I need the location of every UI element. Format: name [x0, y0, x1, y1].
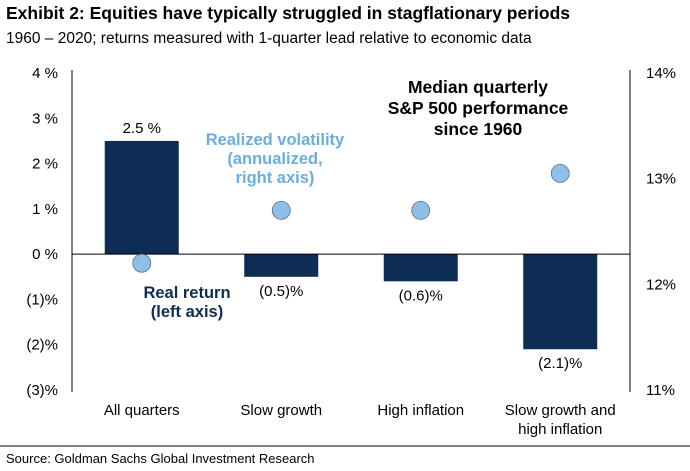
volatility-series-label: Realized volatility [206, 131, 345, 149]
bar-real-return [523, 254, 598, 350]
volatility-series-label: (annualized, [227, 150, 322, 168]
left-axis-tick-label: 0 % [32, 246, 58, 263]
bar-real-return [104, 140, 179, 255]
stagflation-chart: 4 % 3 % 2 % 1 % 0 % (1)% (2)% (3)% 14% 13% 12% 11% 2… [26, 65, 676, 438]
volatility-point [271, 200, 291, 220]
page-subtitle: 1960 – 2020; returns measured with 1-qua… [6, 30, 532, 47]
bar-data-label: (0.5)% [259, 283, 303, 300]
chart-title-line: S&P 500 performance [388, 98, 569, 118]
return-series-label: (left axis) [151, 303, 223, 321]
left-axis-tick-label: (3)% [26, 382, 58, 399]
left-axis-tick-label: 1 % [32, 201, 58, 218]
category-label: high inflation [518, 421, 602, 438]
footer-divider [0, 445, 690, 447]
category-label: Slow growth and [505, 402, 616, 419]
left-axis-tick-label: (2)% [26, 337, 58, 354]
return-series-label: Real return [143, 284, 230, 302]
bar-data-label: (0.6)% [399, 287, 443, 304]
bar-data-label: (2.1)% [538, 355, 582, 372]
left-axis-tick-label: 4 % [32, 65, 58, 82]
left-axis-tick-label: (1)% [26, 291, 58, 308]
category-label: All quarters [104, 402, 180, 419]
left-axis-tick-label: 2 % [32, 156, 58, 173]
volatility-point [550, 163, 570, 183]
bar-data-label: 2.5 % [123, 120, 161, 137]
page-title: Exhibit 2: Equities have typically strug… [6, 3, 571, 23]
bar-real-return [383, 254, 458, 282]
volatility-series-label: right axis) [236, 169, 315, 187]
right-axis-tick-label: 12% [646, 276, 676, 293]
chart-title-line: Median quarterly [408, 77, 548, 97]
category-label: High inflation [377, 402, 464, 419]
right-axis-tick-label: 14% [646, 65, 676, 82]
right-axis-tick-label: 11% [646, 382, 675, 399]
volatility-point [411, 200, 431, 220]
left-axis-tick-label: 3 % [32, 110, 58, 127]
volatility-point [132, 253, 152, 273]
bar-real-return [244, 254, 319, 277]
source-note: Source: Goldman Sachs Global Investment … [6, 451, 315, 466]
category-label: Slow growth [240, 402, 322, 419]
right-axis-tick-label: 13% [646, 171, 676, 188]
chart-title-line: since 1960 [434, 119, 523, 139]
